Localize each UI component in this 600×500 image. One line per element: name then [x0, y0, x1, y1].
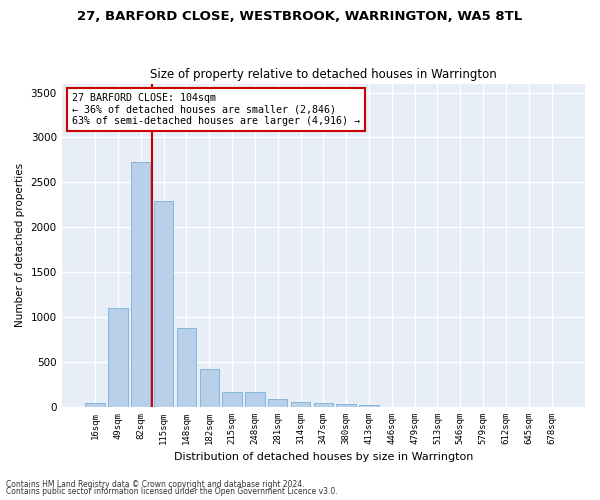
Bar	[314, 402, 333, 407]
Bar	[337, 404, 356, 407]
Y-axis label: Number of detached properties: Number of detached properties	[15, 163, 25, 328]
Text: 27, BARFORD CLOSE, WESTBROOK, WARRINGTON, WA5 8TL: 27, BARFORD CLOSE, WESTBROOK, WARRINGTON…	[77, 10, 523, 23]
Text: Contains HM Land Registry data © Crown copyright and database right 2024.: Contains HM Land Registry data © Crown c…	[6, 480, 305, 489]
Bar	[268, 399, 287, 407]
Bar	[291, 402, 310, 407]
Bar	[108, 308, 128, 407]
Bar	[223, 392, 242, 407]
Text: Contains public sector information licensed under the Open Government Licence v3: Contains public sector information licen…	[6, 488, 338, 496]
Bar	[245, 392, 265, 407]
X-axis label: Distribution of detached houses by size in Warrington: Distribution of detached houses by size …	[173, 452, 473, 462]
Text: 27 BARFORD CLOSE: 104sqm
← 36% of detached houses are smaller (2,846)
63% of sem: 27 BARFORD CLOSE: 104sqm ← 36% of detach…	[72, 94, 360, 126]
Title: Size of property relative to detached houses in Warrington: Size of property relative to detached ho…	[150, 68, 497, 81]
Bar	[200, 369, 219, 407]
Bar	[154, 202, 173, 407]
Bar	[85, 402, 105, 407]
Bar	[131, 162, 151, 407]
Bar	[359, 405, 379, 407]
Bar	[177, 328, 196, 407]
